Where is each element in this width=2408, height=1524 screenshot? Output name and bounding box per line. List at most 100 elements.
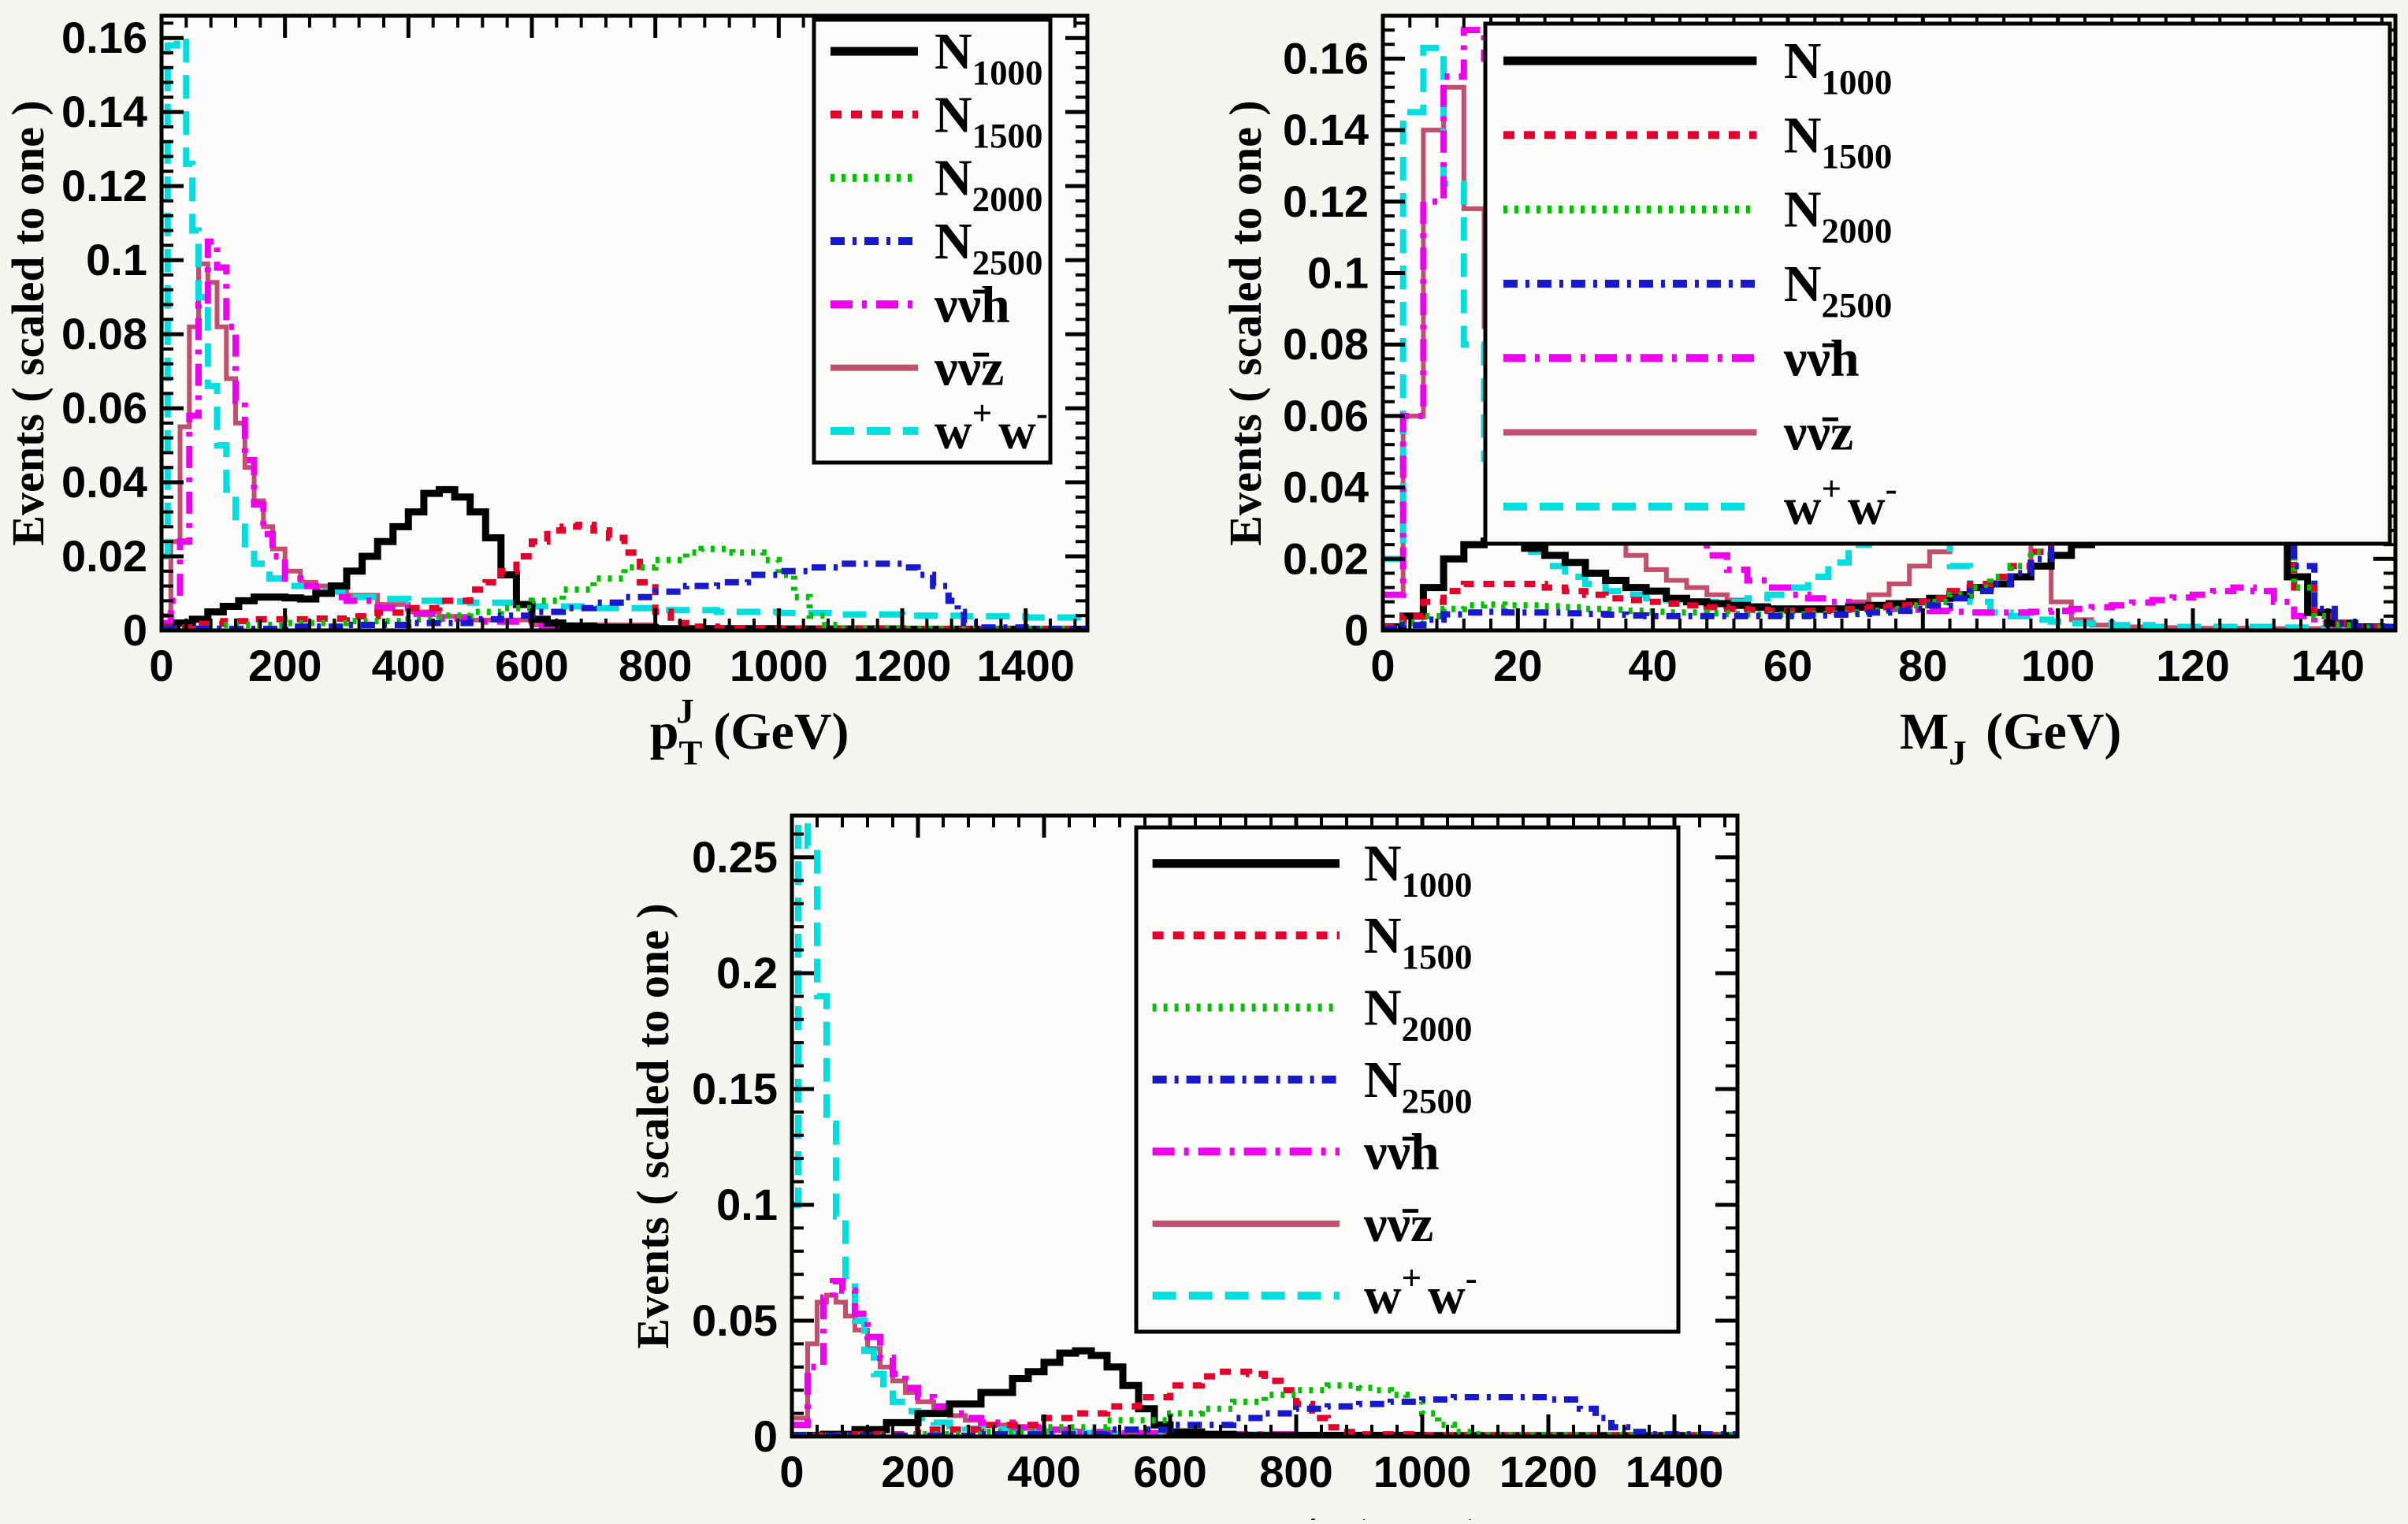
- xtick-label: 1200: [1499, 1447, 1598, 1496]
- ytick-label: 0.08: [1283, 319, 1369, 369]
- legend-label-n2500: N2500: [1784, 255, 1892, 325]
- legend-label-n1000: N1000: [935, 23, 1042, 92]
- legend-label-nnh: νν̄h: [934, 276, 1010, 333]
- xaxis-title-pt-jet: pTJ (GeV): [650, 691, 849, 772]
- series-group-met: [792, 819, 1737, 1437]
- ytick-label: 0: [1344, 605, 1369, 655]
- legend-label-nnh: νν̄h: [1363, 1123, 1440, 1180]
- xtick-label: 1400: [976, 641, 1075, 690]
- xtick-label: 20: [1493, 641, 1542, 690]
- ytick-label: 0.1: [1307, 248, 1369, 298]
- plot-frame-pt-jet: [159, 13, 1090, 633]
- legend-label-nnz: νν̄z: [1783, 404, 1853, 462]
- legend-label-nnz: νν̄z: [934, 340, 1004, 397]
- legend-label-n2000: N2000: [935, 150, 1042, 219]
- xtick-label: 0: [1370, 641, 1395, 690]
- ytick-label: 0.06: [61, 383, 147, 433]
- ytick-label: 0.08: [61, 309, 147, 359]
- ytick-label: 0.1: [716, 1180, 778, 1229]
- xtick-label: 1200: [853, 641, 952, 690]
- plot-frame-met: [790, 813, 1740, 1439]
- ytick-label: 0.05: [692, 1295, 778, 1345]
- ytick-label: 0: [753, 1411, 778, 1461]
- ytick-label: 0.12: [61, 161, 147, 210]
- xtick-label: 1000: [1373, 1447, 1472, 1496]
- ytick-label: 0.15: [692, 1064, 778, 1113]
- xtick-label: 1400: [1626, 1447, 1724, 1496]
- xtick-label: 600: [495, 641, 568, 690]
- series-n2500: [162, 560, 1087, 630]
- ytick-label: 0.04: [1283, 463, 1369, 512]
- xtick-label: 40: [1629, 641, 1678, 690]
- tick-labels-pt-jet: 0 200 400 600 800 1000 1200 1400 0 0.02 0.04 0.06 0.…: [61, 13, 1075, 690]
- legend-label-n1000: N1000: [1784, 32, 1892, 102]
- xtick-label: 100: [2021, 641, 2094, 690]
- ytick-label: 0.02: [1283, 533, 1369, 583]
- legend-label-n1000: N1000: [1364, 835, 1472, 905]
- ytick-label: 0.06: [1283, 391, 1369, 440]
- ytick-label: 0.02: [61, 531, 147, 581]
- series-n1000: [162, 485, 1087, 630]
- ytick-label: 0: [123, 605, 147, 655]
- xtick-label: 0: [149, 641, 173, 690]
- xtick-label: 140: [2291, 641, 2365, 690]
- chart-mj: 0 20 40 60 80 100 120 140 0 0.02 0.04 0.06 0.08 0.1 0.…: [1220, 13, 2398, 772]
- legend-label-n2000: N2000: [1364, 979, 1472, 1049]
- xtick-label: 120: [2156, 641, 2229, 690]
- ytick-label: 0.16: [61, 13, 147, 62]
- legend-label-n2500: N2500: [935, 213, 1042, 282]
- ticks-pt-jet: [159, 16, 1087, 633]
- series-n2500: [792, 1394, 1737, 1437]
- xtick-label: 80: [1898, 641, 1947, 690]
- legend-label-nnz: νν̄z: [1363, 1195, 1433, 1253]
- xtick-label: 800: [619, 641, 692, 690]
- legend-label-n2500: N2500: [1364, 1051, 1472, 1121]
- legend-label-n2000: N2000: [1784, 181, 1892, 251]
- legend-box-mj: [1483, 21, 2392, 546]
- yaxis-title-mj: Events ( scaled to one ): [1220, 100, 1271, 545]
- xtick-label: 200: [248, 641, 321, 690]
- chart-met: 0 200 400 600 800 1000 1200 1400 0 0.05 0.1 0.15 0.2…: [627, 813, 1740, 1524]
- xtick-label: 400: [372, 641, 445, 690]
- xtick-label: 600: [1133, 1447, 1206, 1496]
- xaxis-title-mj: MJ (GeV): [1900, 703, 2121, 772]
- series-n1500: [162, 522, 1087, 630]
- chart-pt-jet: 0 200 400 600 800 1000 1200 1400 0 0.02 0.04 0.06 0.…: [2, 13, 1090, 772]
- ytick-label: 0.12: [1283, 177, 1369, 226]
- legend-label-n1500: N1500: [1784, 106, 1892, 176]
- legend-label-ww: w+ w-: [1364, 1258, 1477, 1325]
- tick-labels-met: 0 200 400 600 800 1000 1200 1400 0 0.05 0.1 0.15 0.2…: [692, 832, 1723, 1496]
- xtick-label: 0: [779, 1447, 804, 1496]
- ytick-label: 0.16: [1283, 33, 1369, 83]
- yaxis-title-pt-jet: Events ( scaled to one ): [2, 100, 54, 545]
- xtick-label: 1000: [730, 641, 828, 690]
- xtick-label: 800: [1259, 1447, 1332, 1496]
- legend-label-nnh: νν̄h: [1783, 329, 1860, 387]
- legend-label-ww: w+ w-: [1784, 469, 1897, 536]
- xtick-label: 60: [1763, 641, 1812, 690]
- ytick-label: 0.2: [716, 948, 778, 998]
- series-nnh: [1383, 27, 2395, 630]
- ytick-label: 0.14: [1283, 105, 1369, 154]
- yaxis-title-met: Events ( scaled to one ): [627, 903, 678, 1348]
- plot-frame-mj: [1381, 13, 2398, 633]
- tick-labels-mj: 0 20 40 60 80 100 120 140 0 0.02 0.04 0.06 0.08 0.1 0.…: [1283, 33, 2365, 690]
- xaxis-title-met: E̸T (GeV): [1272, 1509, 1485, 1520]
- legend-label-n1500: N1500: [1364, 907, 1472, 976]
- series-n2500: [1383, 230, 2395, 630]
- series-n1500: [792, 1368, 1737, 1437]
- ytick-label: 0.25: [692, 832, 778, 882]
- ytick-label: 0.1: [86, 235, 147, 284]
- legend-label-n1500: N1500: [935, 86, 1042, 155]
- series-n2000: [792, 1382, 1737, 1437]
- legend-label-ww: w+ w-: [935, 393, 1048, 460]
- xtick-label: 400: [1007, 1447, 1080, 1496]
- xtick-label: 200: [881, 1447, 954, 1496]
- ytick-label: 0.14: [61, 87, 147, 136]
- ytick-label: 0.04: [61, 457, 147, 507]
